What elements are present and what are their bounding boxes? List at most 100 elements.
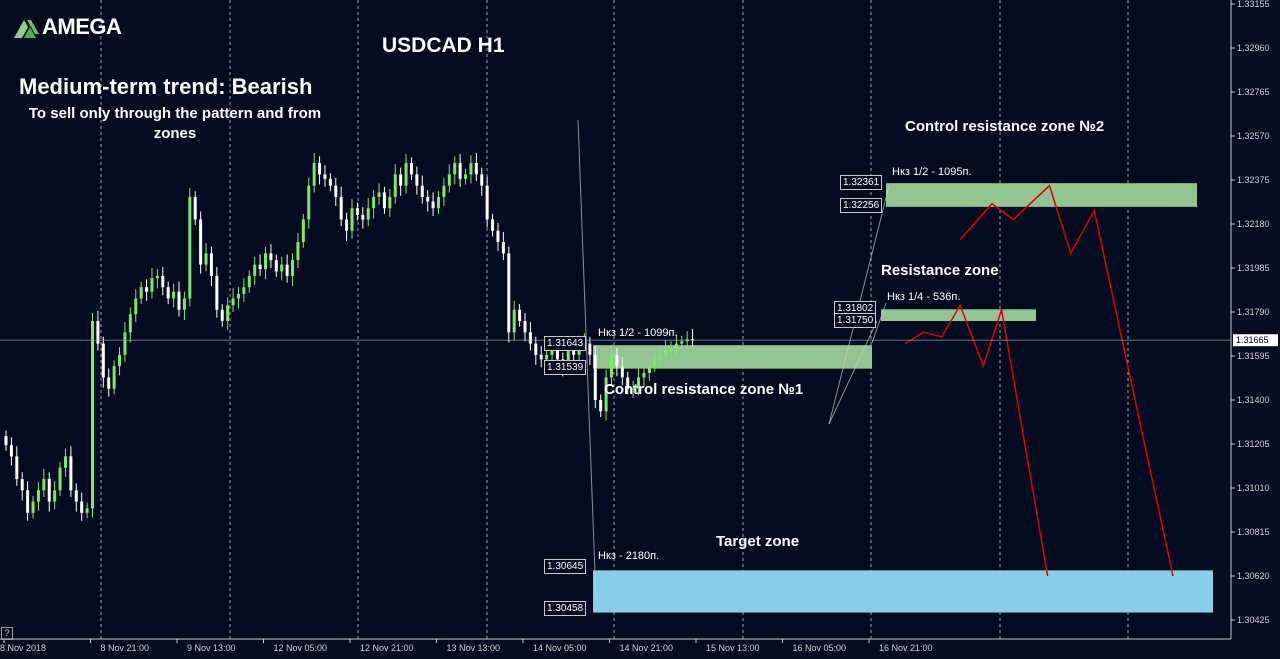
control-zone-1-lower-price: 1.31539 bbox=[544, 360, 587, 375]
candle-body bbox=[231, 298, 235, 306]
time-tick-label: 13 Nov 13:00 bbox=[447, 643, 501, 653]
amega-logo: AMEGA bbox=[14, 14, 122, 40]
candle-body bbox=[15, 456, 19, 479]
candle-body bbox=[31, 501, 35, 513]
candle-body bbox=[193, 196, 197, 220]
time-tick-label: 9 Nov 13:00 bbox=[187, 643, 236, 653]
control1-zone-rect bbox=[593, 345, 872, 369]
candle-body bbox=[63, 456, 67, 468]
candle-body bbox=[555, 350, 559, 360]
candle-body bbox=[642, 372, 646, 378]
candle-body bbox=[42, 478, 46, 491]
price-tick-label: 1.31595 bbox=[1237, 351, 1270, 361]
candle-body bbox=[512, 309, 516, 333]
candle-body bbox=[301, 219, 305, 243]
candle-body bbox=[274, 260, 278, 272]
candle-body bbox=[453, 163, 457, 175]
candle-body bbox=[80, 501, 84, 513]
candle-body bbox=[118, 354, 122, 367]
time-tick-label: 16 Nov 05:00 bbox=[793, 643, 847, 653]
price-tick-label: 1.31985 bbox=[1237, 263, 1270, 273]
target-zone-upper-price: 1.30645 bbox=[544, 559, 587, 574]
candle-body bbox=[588, 343, 592, 355]
candle-body bbox=[139, 287, 143, 299]
help-button[interactable]: ? bbox=[1, 627, 13, 640]
price-tick-label: 1.32765 bbox=[1237, 87, 1270, 97]
logo-text: AMEGA bbox=[42, 14, 122, 39]
candle-body bbox=[604, 377, 608, 412]
control-zone-1-title: Control resistance zone №1 bbox=[604, 381, 804, 398]
time-tick-label: 15 Nov 13:00 bbox=[706, 643, 760, 653]
price-tick-label: 1.30425 bbox=[1237, 615, 1270, 625]
candle-body bbox=[669, 348, 673, 351]
candle-body bbox=[258, 264, 262, 270]
candle-body bbox=[26, 490, 30, 513]
candle-body bbox=[166, 287, 170, 299]
trend-note: To sell only through the pattern and fro… bbox=[28, 105, 322, 142]
candle-body bbox=[334, 185, 338, 197]
candle-body bbox=[566, 350, 570, 367]
candle-body bbox=[545, 354, 549, 360]
price-tick-label: 1.31205 bbox=[1237, 439, 1270, 449]
candle-body bbox=[242, 287, 246, 294]
target-zone-rect bbox=[593, 570, 1213, 613]
candle-body bbox=[491, 219, 495, 231]
candle-body bbox=[36, 490, 40, 502]
forecast-path bbox=[904, 303, 1049, 577]
candle-body bbox=[480, 174, 484, 186]
candle-body bbox=[420, 185, 424, 197]
time-tick-label: 12 Nov 05:00 bbox=[274, 643, 328, 653]
candle-body bbox=[123, 332, 127, 355]
chart-title: USDCAD H1 bbox=[382, 34, 505, 57]
candle-body bbox=[172, 291, 176, 299]
price-tick-label: 1.33155 bbox=[1237, 0, 1270, 9]
candle-body bbox=[474, 163, 478, 175]
candle-body bbox=[101, 343, 105, 378]
candle-body bbox=[47, 478, 51, 502]
current-price-label: 1.31665 bbox=[1236, 335, 1269, 345]
price-tick-label: 1.32960 bbox=[1237, 43, 1270, 53]
candle-body bbox=[426, 196, 430, 202]
candle-body bbox=[220, 309, 224, 322]
candle-body bbox=[128, 314, 132, 333]
control-zone-1-note: Нкз 1/2 - 1099п. bbox=[598, 327, 678, 339]
target-zone-lower-price: 1.30458 bbox=[544, 601, 587, 616]
control-zone-2-lower-price: 1.32256 bbox=[840, 198, 883, 213]
candle-body bbox=[404, 163, 408, 186]
candle-body bbox=[209, 253, 213, 276]
candle-body bbox=[653, 359, 657, 367]
candle-body bbox=[518, 309, 522, 322]
resistance-zone-lower-price: 1.31750 bbox=[834, 313, 877, 328]
candle-body bbox=[312, 163, 316, 186]
control-zone-2-title: Control resistance zone №2 bbox=[905, 118, 1105, 135]
candle-body bbox=[388, 196, 392, 209]
control-zone-2-upper-price: 1.32361 bbox=[840, 175, 883, 190]
candle-body bbox=[534, 343, 538, 355]
candle-body bbox=[501, 242, 505, 254]
candle-body bbox=[637, 377, 641, 389]
candle-body bbox=[572, 350, 576, 355]
candle-body bbox=[318, 163, 322, 175]
candle-body bbox=[615, 354, 619, 367]
candle-body bbox=[507, 253, 511, 333]
candle-body bbox=[107, 377, 111, 389]
resistance-zone-note: Нкз 1/4 - 536п. bbox=[887, 291, 961, 303]
candle-body bbox=[285, 264, 289, 276]
candle-body bbox=[366, 208, 370, 220]
candle-body bbox=[85, 508, 89, 513]
candle-body bbox=[9, 445, 13, 457]
candle-body bbox=[599, 400, 603, 412]
candle-body bbox=[96, 321, 100, 344]
candle-body bbox=[58, 467, 62, 491]
candle-body bbox=[69, 456, 73, 491]
resistance-zone-rect bbox=[881, 309, 1036, 322]
candle-body bbox=[269, 253, 273, 261]
pattern-line bbox=[828, 320, 878, 425]
resistance-zone-title: Resistance zone bbox=[881, 262, 999, 279]
target-zone-title: Target zone bbox=[716, 533, 800, 550]
candle-body bbox=[372, 196, 376, 209]
candle-body bbox=[664, 350, 668, 355]
candle-body bbox=[215, 275, 219, 310]
